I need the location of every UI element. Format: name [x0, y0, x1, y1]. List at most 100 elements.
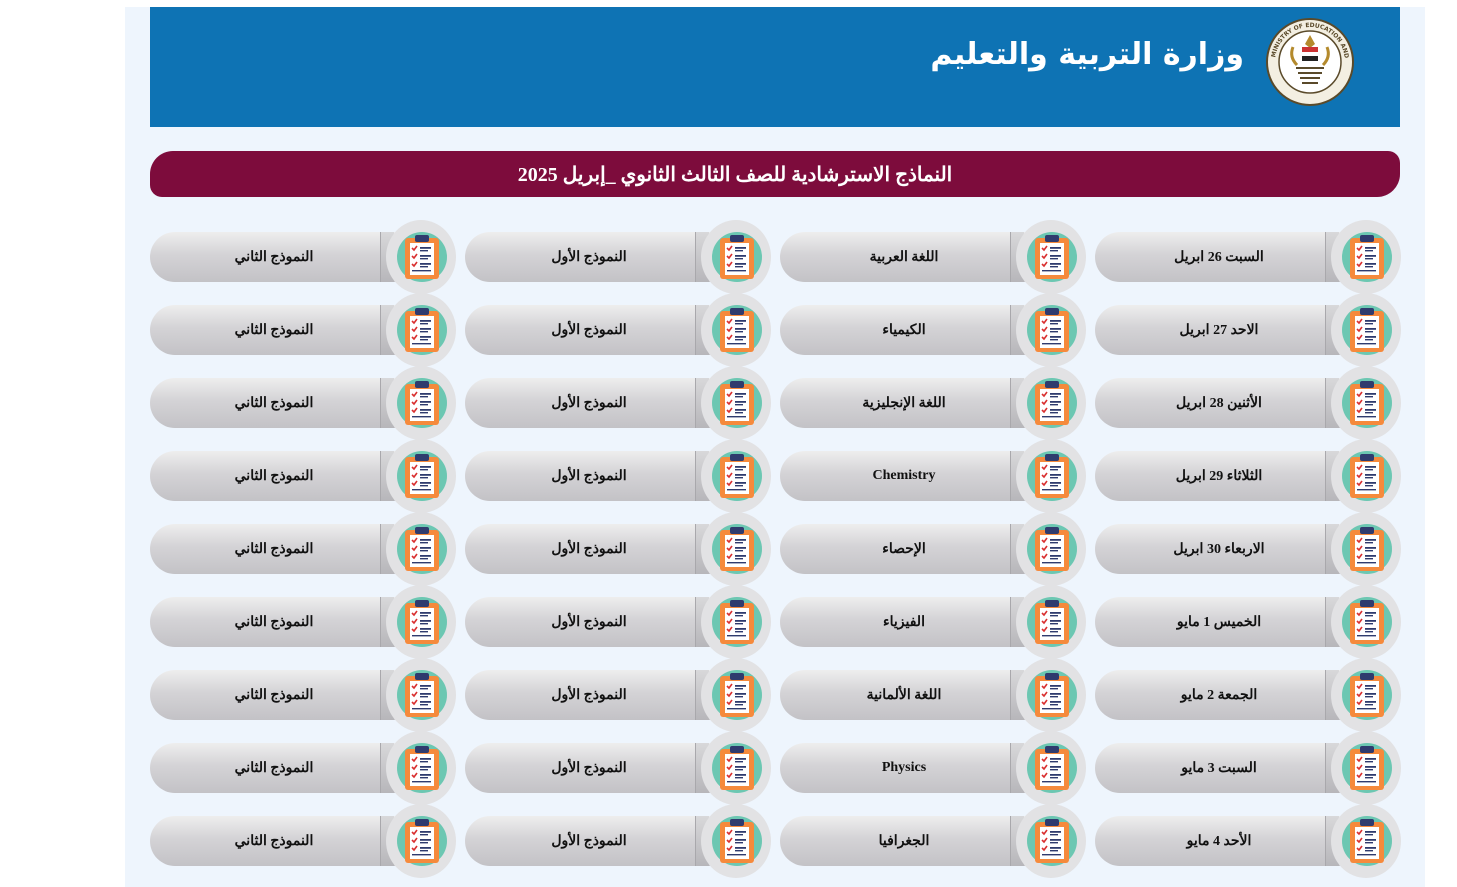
pill-button[interactable]: اللغة الألمانية [780, 670, 1028, 720]
pill-button[interactable]: اللغة الإنجليزية [780, 378, 1028, 428]
schedule-row: الثلاثاء 29 ابريل Chemistry النموذج الأول ا… [150, 439, 1401, 513]
clipboard-checklist-icon [1035, 454, 1069, 498]
pill-label: النموذج الأول [551, 322, 627, 338]
subject-link[interactable]: اللغة الألمانية [780, 658, 1086, 732]
subject-link[interactable]: الكيمياء [780, 293, 1086, 367]
pill-button[interactable]: النموذج الثاني [150, 524, 398, 574]
clipboard-checklist-icon [405, 381, 439, 425]
model-2-link[interactable]: النموذج الثاني [150, 293, 456, 367]
clipboard-checklist-icon [1350, 746, 1384, 790]
pill-label: السبت 26 ابريل [1174, 249, 1264, 265]
pill-button: الجمعة 2 مايو [1095, 670, 1343, 720]
pill-label: الجغرافيا [878, 833, 930, 849]
subject-link[interactable]: Chemistry [780, 439, 1086, 513]
clipboard-checklist-icon [1035, 673, 1069, 717]
model-1-link[interactable]: النموذج الأول [465, 293, 771, 367]
model-1-link[interactable]: النموذج الأول [465, 731, 771, 805]
pill-button: الاربعاء 30 ابريل [1095, 524, 1343, 574]
clipboard-checklist-icon [1035, 819, 1069, 863]
clipboard-checklist-icon [405, 308, 439, 352]
pill-button[interactable]: النموذج الثاني [150, 232, 398, 282]
pill-button[interactable]: الجغرافيا [780, 816, 1028, 866]
model-2-link[interactable]: النموذج الثاني [150, 585, 456, 659]
subject-link[interactable]: الفيزياء [780, 585, 1086, 659]
date-cell: السبت 3 مايو [1095, 731, 1401, 805]
pill-button[interactable]: النموذج الثاني [150, 451, 398, 501]
schedule-row: الجمعة 2 مايو اللغة الألمانية النموذج الأو… [150, 658, 1401, 732]
pill-button[interactable]: Chemistry [780, 451, 1028, 501]
pill-button[interactable]: النموذج الأول [465, 743, 713, 793]
pill-button[interactable]: الفيزياء [780, 597, 1028, 647]
model-1-link[interactable]: النموذج الأول [465, 220, 771, 294]
pill-button[interactable]: اللغة العربية [780, 232, 1028, 282]
subject-link[interactable]: الإحصاء [780, 512, 1086, 586]
date-cell: الاربعاء 30 ابريل [1095, 512, 1401, 586]
model-2-link[interactable]: النموذج الثاني [150, 366, 456, 440]
pill-button[interactable]: الإحصاء [780, 524, 1028, 574]
pill-button[interactable]: النموذج الأول [465, 305, 713, 355]
pill-label: Physics [881, 760, 927, 775]
pill-button: الثلاثاء 29 ابريل [1095, 451, 1343, 501]
clipboard-checklist-icon [720, 600, 754, 644]
schedule-row: الخميس 1 مايو الفيزياء النموذج الأول النموذ… [150, 585, 1401, 659]
model-1-link[interactable]: النموذج الأول [465, 658, 771, 732]
schedule-row: السبت 3 مايو Physics النموذج الأول النموذج … [150, 731, 1401, 805]
model-2-link[interactable]: النموذج الثاني [150, 658, 456, 732]
pill-button[interactable]: النموذج الثاني [150, 597, 398, 647]
date-cell: الثلاثاء 29 ابريل [1095, 439, 1401, 513]
subject-link[interactable]: اللغة الإنجليزية [780, 366, 1086, 440]
clipboard-checklist-icon [405, 673, 439, 717]
clipboard-checklist-icon [1350, 527, 1384, 571]
date-cell: الاحد 27 ابريل [1095, 293, 1401, 367]
pill-button[interactable]: Physics [780, 743, 1028, 793]
pill-label: النموذج الثاني [234, 322, 314, 338]
clipboard-checklist-icon [1350, 454, 1384, 498]
model-2-link[interactable]: النموذج الثاني [150, 220, 456, 294]
model-1-link[interactable]: النموذج الأول [465, 804, 771, 878]
pill-button[interactable]: النموذج الثاني [150, 305, 398, 355]
schedule-row: السبت 26 ابريل اللغة العربية النموذج الأول… [150, 220, 1401, 294]
model-1-link[interactable]: النموذج الأول [465, 366, 771, 440]
pill-button[interactable]: النموذج الأول [465, 524, 713, 574]
pill-button[interactable]: النموذج الأول [465, 378, 713, 428]
pill-button[interactable]: النموذج الأول [465, 232, 713, 282]
clipboard-checklist-icon [1035, 235, 1069, 279]
model-2-link[interactable]: النموذج الثاني [150, 731, 456, 805]
clipboard-checklist-icon [720, 454, 754, 498]
pill-label: السبت 3 مايو [1181, 760, 1257, 776]
pill-button[interactable]: النموذج الأول [465, 816, 713, 866]
clipboard-checklist-icon [405, 600, 439, 644]
pill-button[interactable]: الكيمياء [780, 305, 1028, 355]
pill-button[interactable]: النموذج الأول [465, 597, 713, 647]
pill-button[interactable]: النموذج الثاني [150, 670, 398, 720]
pill-label: الجمعة 2 مايو [1180, 687, 1258, 703]
model-2-link[interactable]: النموذج الثاني [150, 512, 456, 586]
pill-label: النموذج الثاني [234, 833, 314, 849]
clipboard-checklist-icon [720, 235, 754, 279]
pill-button: الاحد 27 ابريل [1095, 305, 1343, 355]
pill-button[interactable]: النموذج الأول [465, 670, 713, 720]
model-1-link[interactable]: النموذج الأول [465, 439, 771, 513]
pill-label: النموذج الثاني [234, 395, 314, 411]
model-2-link[interactable]: النموذج الثاني [150, 439, 456, 513]
clipboard-checklist-icon [1035, 381, 1069, 425]
pill-button[interactable]: النموذج الثاني [150, 816, 398, 866]
subject-link[interactable]: الجغرافيا [780, 804, 1086, 878]
pill-button[interactable]: النموذج الثاني [150, 378, 398, 428]
clipboard-checklist-icon [405, 527, 439, 571]
clipboard-checklist-icon [1035, 527, 1069, 571]
subject-link[interactable]: Physics [780, 731, 1086, 805]
pill-button[interactable]: النموذج الثاني [150, 743, 398, 793]
model-1-link[interactable]: النموذج الأول [465, 585, 771, 659]
pill-button: السبت 26 ابريل [1095, 232, 1343, 282]
pill-label: النموذج الأول [551, 541, 627, 557]
clipboard-checklist-icon [720, 673, 754, 717]
subject-link[interactable]: اللغة العربية [780, 220, 1086, 294]
pill-label: النموذج الأول [551, 395, 627, 411]
pill-button[interactable]: النموذج الأول [465, 451, 713, 501]
model-1-link[interactable]: النموذج الأول [465, 512, 771, 586]
clipboard-checklist-icon [1350, 381, 1384, 425]
clipboard-checklist-icon [720, 308, 754, 352]
model-2-link[interactable]: النموذج الثاني [150, 804, 456, 878]
clipboard-checklist-icon [1350, 673, 1384, 717]
